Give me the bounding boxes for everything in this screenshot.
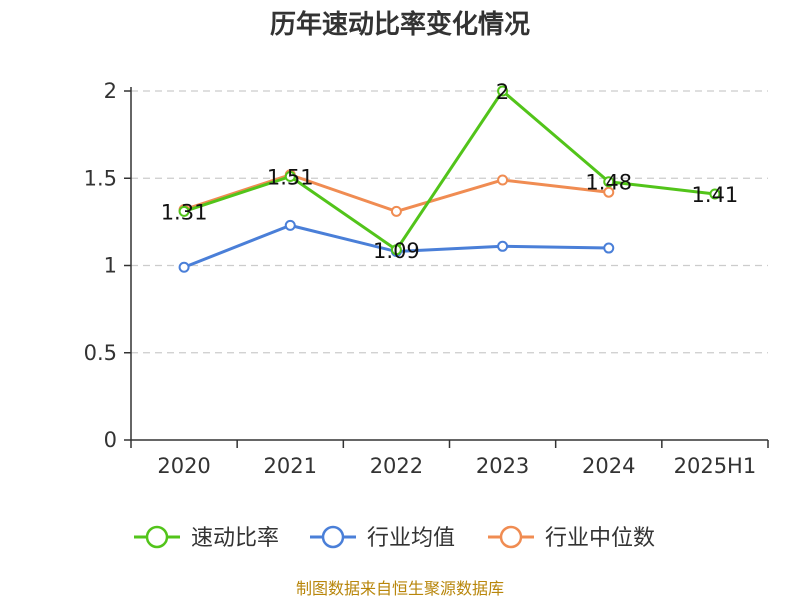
data-point-0-4: [603, 176, 615, 188]
data-label-2: 1.09: [373, 239, 420, 263]
data-point-2-2: [390, 205, 402, 217]
source-note: 制图数据来自恒生聚源数据库: [296, 579, 504, 598]
legend-marker-1: [321, 525, 345, 549]
series-0: [178, 85, 721, 256]
data-label-1: 1.51: [267, 166, 314, 190]
x-tick-label-2024: 2024: [582, 454, 635, 478]
series-line-0: [183, 89, 716, 252]
y-tick-label-4: 2: [104, 79, 117, 103]
data-label-3: 2: [496, 80, 509, 104]
data-point-2-3: [497, 174, 509, 186]
x-tick-label-2023: 2023: [476, 454, 529, 478]
y-tick-label-0: 0: [104, 428, 117, 452]
x-tick-label-2021: 2021: [264, 454, 317, 478]
legend-label-1: 行业均值: [367, 526, 455, 551]
data-point-0-5: [709, 188, 721, 200]
legend-item-0[interactable]: 速动比率: [134, 525, 279, 551]
data-point-0-3: [497, 85, 509, 97]
data-point-1-0: [178, 261, 190, 273]
legend-item-2[interactable]: 行业中位数: [488, 525, 655, 551]
data-point-0-2: [390, 244, 402, 256]
data-point-0-0: [178, 205, 190, 217]
legend-marker-0: [145, 525, 169, 549]
data-point-1-1: [284, 219, 296, 231]
grid-lines: [131, 90, 768, 354]
x-tick-label-2020: 2020: [157, 454, 210, 478]
data-label-0: 1.31: [161, 200, 208, 224]
data-point-0-1: [284, 171, 296, 183]
data-label-4: 1.48: [585, 171, 632, 195]
legend[interactable]: 速动比率 行业均值 行业中位数: [134, 525, 655, 551]
y-tick-label-1: 0.5: [84, 341, 117, 365]
data-label-5: 1.41: [692, 183, 739, 207]
legend-label-0: 速动比率: [191, 526, 279, 551]
data-point-1-4: [603, 242, 615, 254]
x-axis-ticks: 2020 2021 2022 2023 2024 2025H1: [130, 440, 769, 478]
series-lines: [178, 85, 721, 273]
series-2: [178, 169, 615, 217]
x-tick-label-2025H1: 2025H1: [674, 454, 757, 478]
legend-marker-2: [499, 525, 523, 549]
data-point-2-4: [603, 186, 615, 198]
data-point-1-3: [497, 240, 509, 252]
legend-label-2: 行业中位数: [545, 526, 655, 551]
y-tick-label-3: 1.5: [84, 166, 117, 190]
chart-title: 历年速动比率变化情况: [270, 9, 530, 40]
y-axis-ticks: 0 0.5 1 1.5 2: [84, 79, 131, 452]
data-labels: 1.31 1.51 1.09 2 1.48 1.41: [161, 80, 739, 263]
y-tick-label-2: 1: [104, 254, 117, 278]
legend-item-1[interactable]: 行业均值: [310, 525, 455, 551]
axes: [130, 87, 768, 441]
x-tick-label-2022: 2022: [370, 454, 423, 478]
